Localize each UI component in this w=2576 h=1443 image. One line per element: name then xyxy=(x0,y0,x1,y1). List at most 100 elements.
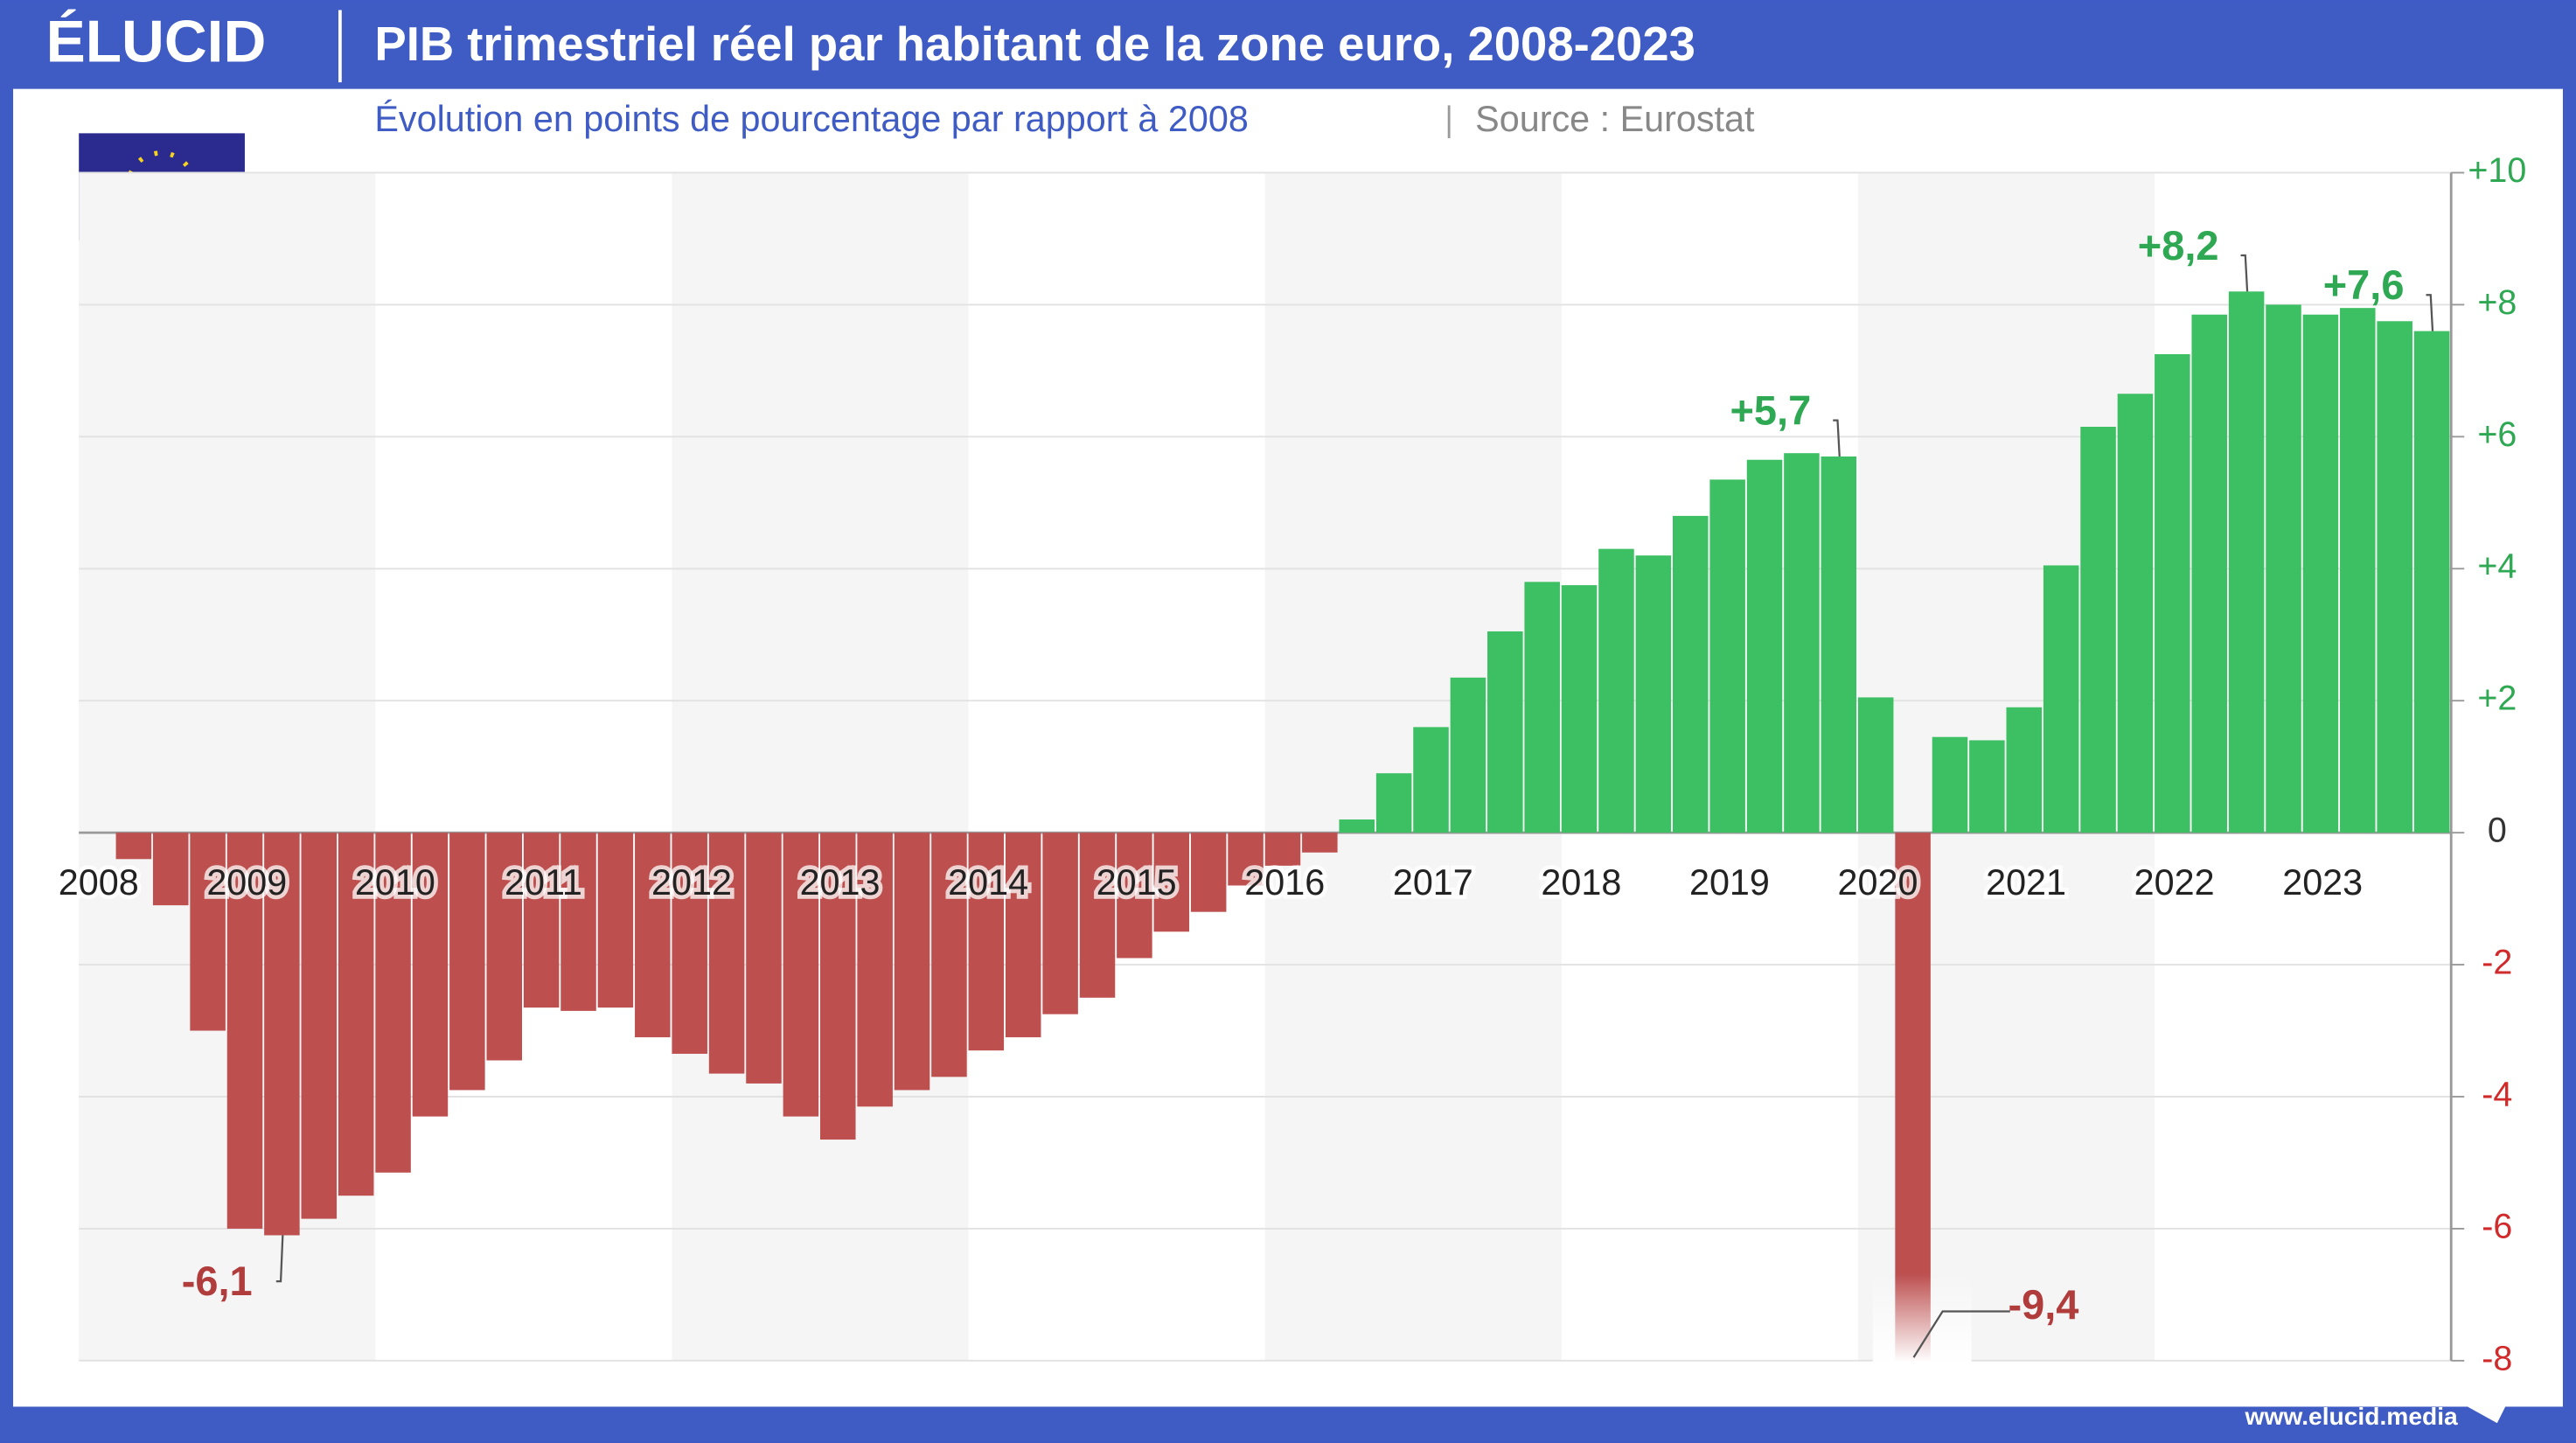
x-tick-label: 2016 xyxy=(1244,862,1325,903)
x-tick-label: 2015 xyxy=(1097,862,1177,903)
y-tick-label: 0 xyxy=(2488,812,2507,850)
value-label: +7,6 xyxy=(2323,261,2405,308)
footer: www.elucid.media xyxy=(2245,1402,2459,1430)
bar xyxy=(1079,833,1116,998)
bar xyxy=(1561,585,1598,833)
x-tick-label: 2017 xyxy=(1393,862,1473,903)
bar xyxy=(1524,582,1560,833)
bar xyxy=(1598,548,1634,833)
bar xyxy=(1672,515,1709,833)
y-tick-label: +8 xyxy=(2477,283,2517,322)
source: Source : Eurostat xyxy=(1475,99,1755,139)
bar xyxy=(301,833,338,1219)
bar xyxy=(2117,394,2154,833)
bar xyxy=(190,833,226,1031)
bar xyxy=(2043,565,2079,833)
x-tick-label: 2012 xyxy=(651,862,732,903)
bar xyxy=(1895,833,1931,1361)
bar xyxy=(783,833,819,1117)
bar xyxy=(1450,677,1486,833)
band xyxy=(672,172,969,1361)
bar xyxy=(2302,314,2339,833)
bar xyxy=(672,833,707,1054)
bars xyxy=(115,291,2450,1361)
y-tick-label: +4 xyxy=(2477,547,2517,586)
bar xyxy=(1117,833,1152,959)
y-tick-label: -8 xyxy=(2482,1339,2512,1377)
bar xyxy=(820,833,856,1140)
bar xyxy=(1228,833,1264,886)
bar xyxy=(2377,321,2412,833)
bar xyxy=(1969,740,2005,833)
x-tick-label: 2022 xyxy=(2134,862,2215,903)
bar xyxy=(264,833,300,1236)
fade-overlay xyxy=(1872,1273,1972,1363)
footer-logo xyxy=(2467,1390,2514,1424)
bar xyxy=(2006,707,2043,833)
bar xyxy=(2266,304,2301,833)
leader-line xyxy=(275,1235,284,1283)
bar xyxy=(2340,308,2376,833)
bar xyxy=(1932,736,1968,833)
bar xyxy=(1042,833,1078,1014)
y-tick-label: -6 xyxy=(2482,1207,2512,1245)
bar xyxy=(338,833,374,1196)
bar xyxy=(1709,479,1745,833)
bar xyxy=(2413,331,2450,833)
bar xyxy=(931,833,967,1077)
x-tick-label: 2019 xyxy=(1689,862,1770,903)
bar xyxy=(2155,354,2190,833)
y-tick-label: -2 xyxy=(2482,943,2512,981)
bar xyxy=(1857,697,1894,833)
bar xyxy=(1190,833,1227,912)
bar xyxy=(375,833,411,1173)
x-tick-label: 2013 xyxy=(800,862,881,903)
bar xyxy=(1635,555,1672,833)
x-tick-label: 2018 xyxy=(1541,862,1621,903)
bar xyxy=(1005,833,1041,1038)
bar xyxy=(2228,291,2265,833)
value-label: -9,4 xyxy=(2008,1281,2078,1328)
bar xyxy=(1487,631,1523,833)
bar xyxy=(1746,459,1783,833)
x-tick-label: 2009 xyxy=(206,862,287,903)
bar xyxy=(968,833,1005,1051)
bar xyxy=(708,833,745,1074)
labels: -8 -6 -4 -2 0 +2 +4 +6 +8 +10 2008 2009 -6,1 2010 2011… xyxy=(54,151,2526,1377)
bar xyxy=(635,833,671,1038)
bar xyxy=(412,833,449,1117)
bar xyxy=(894,833,930,1091)
x-tick-label: 2023 xyxy=(2282,862,2363,903)
x-tick-label: 2010 xyxy=(355,862,435,903)
subtitle: Évolution en points de pourcentage par r… xyxy=(374,99,1248,139)
value-label: +8,2 xyxy=(2138,222,2219,268)
bar xyxy=(1339,819,1375,833)
bar xyxy=(449,833,485,1091)
x-tick-label: 2008 xyxy=(59,862,139,903)
bar xyxy=(1413,727,1449,833)
chart-title: PIB trimestriel réel par habitant de la … xyxy=(374,17,1695,71)
value-label: -6,1 xyxy=(182,1258,253,1304)
bar xyxy=(226,833,263,1229)
bar xyxy=(1302,833,1338,853)
y-tick-label: +6 xyxy=(2477,415,2517,454)
leader-line xyxy=(1833,419,1841,457)
value-label: +5,7 xyxy=(1730,387,1811,434)
x-tick-label: 2021 xyxy=(1986,862,2066,903)
bar xyxy=(1375,773,1412,833)
brand: ÉLUCID xyxy=(46,9,267,75)
leader-line xyxy=(1912,1310,2010,1358)
bar xyxy=(523,833,560,1008)
y-tick-label: +2 xyxy=(2477,680,2517,718)
bar xyxy=(115,833,152,860)
bar xyxy=(1784,453,1820,833)
y-tick-label: -4 xyxy=(2482,1075,2512,1113)
bar xyxy=(560,833,596,1011)
bar xyxy=(857,833,893,1107)
bar xyxy=(746,833,782,1084)
bar xyxy=(486,833,522,1061)
bar xyxy=(1821,456,1857,833)
bar xyxy=(597,833,634,1008)
